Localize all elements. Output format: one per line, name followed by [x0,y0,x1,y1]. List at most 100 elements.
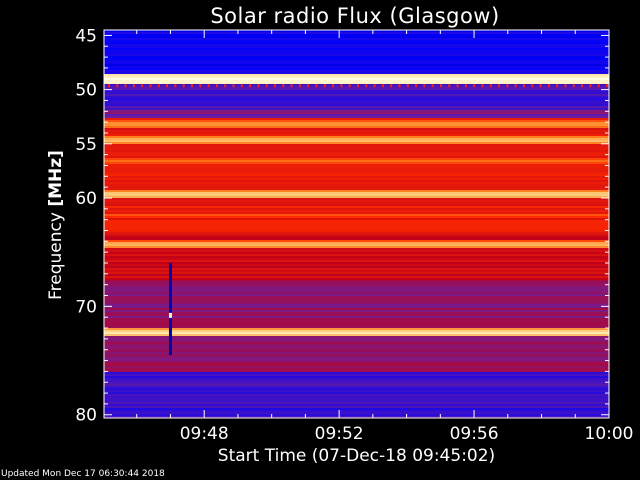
heatmap-row [104,146,609,149]
heatmap-row [104,90,609,93]
heatmap-row [104,286,609,289]
heatmap-row [104,76,609,79]
heatmap-row [104,154,609,157]
heatmap-row [104,166,609,169]
heatmap-dot [274,84,276,88]
heatmap-row [104,130,609,133]
heatmap-row [104,370,609,373]
heatmap-dot [116,84,119,88]
heatmap-row [104,162,609,165]
heatmap-row [104,208,609,211]
heatmap-row [104,54,609,57]
heatmap-row [104,252,609,255]
heatmap-row [104,60,609,63]
x-tick-label: 09:56 [450,424,499,444]
heatmap-dot [157,84,160,88]
heatmap-dot [357,84,359,88]
heatmap-dot [448,84,451,88]
heatmap-row [104,322,609,325]
heatmap-row [104,48,609,51]
heatmap-row [104,382,609,385]
heatmap-dot [182,84,185,88]
heatmap-row [104,304,609,307]
heatmap-row [104,336,609,339]
heatmap-row [104,112,609,115]
heatmap-row [104,78,609,81]
heatmap-row [104,42,609,45]
heatmap-row [104,402,609,405]
heatmap-row [104,72,609,75]
heatmap-dot [531,84,534,88]
heatmap-row [104,138,609,141]
heatmap-dot [398,84,401,88]
heatmap-row [104,148,609,151]
heatmap-row [104,282,609,285]
heatmap-row [104,312,609,315]
heatmap-row [104,416,609,419]
heatmap-row [104,352,609,355]
heatmap-dot [149,84,152,88]
spike-bar [168,263,172,356]
heatmap-row [104,380,609,383]
heatmap-row [104,74,609,77]
heatmap-row [104,326,609,329]
heatmap-dot [108,84,110,88]
heatmap-row [104,160,609,163]
heatmap-row [104,144,609,147]
heatmap-row [104,392,609,395]
y-axis-label-text: Frequency [46,206,66,300]
heatmap-row [104,52,609,55]
heatmap-row [104,354,609,357]
heatmap-row [104,244,609,247]
heatmap-row [104,358,609,361]
heatmap-row [104,296,609,299]
heatmap-row [104,264,609,267]
x-tick-label: 10:00 [585,424,634,444]
heatmap-row [104,260,609,263]
heatmap-row [104,84,609,87]
heatmap-row [104,330,609,333]
heatmap-row [104,176,609,179]
heatmap-row [104,126,609,129]
heatmap-row [104,376,609,379]
heatmap-row [104,268,609,271]
heatmap-row [104,180,609,183]
heatmap-row [104,44,609,47]
heatmap-row [104,30,609,33]
heatmap-dot [290,84,293,88]
heatmap-row [104,318,609,321]
heatmap-row [104,388,609,391]
heatmap-row [104,124,609,127]
heatmap-row [104,152,609,155]
heatmap-dot [373,84,376,88]
heatmap-row [104,368,609,371]
heatmap-row [104,254,609,257]
heatmap-row [104,374,609,377]
heatmap-row [104,198,609,201]
heatmap-row [104,134,609,137]
heatmap-row [104,178,609,181]
heatmap-row [104,280,609,283]
heatmap-row [104,262,609,265]
heatmap-row [104,308,609,311]
heatmap-row [104,250,609,253]
heatmap-row [104,302,609,305]
y-tick-label: 50 [75,81,97,101]
heatmap-row [104,240,609,243]
heatmap-row [104,306,609,309]
heatmap-dot [456,84,459,88]
heatmap-row [104,68,609,71]
heatmap-row [104,128,609,131]
heatmap-row [104,120,609,123]
heatmap-row [104,94,609,97]
heatmap-row [104,108,609,111]
heatmap-row [104,110,609,113]
heatmap-dot [564,84,567,88]
heatmap-dot [340,84,343,88]
heatmap-row [104,34,609,37]
heatmap-dot [539,84,542,88]
heatmap-dot [215,84,218,88]
radio-burst-spike [168,263,172,356]
heatmap-row [104,414,609,417]
heatmap-row [104,192,609,195]
